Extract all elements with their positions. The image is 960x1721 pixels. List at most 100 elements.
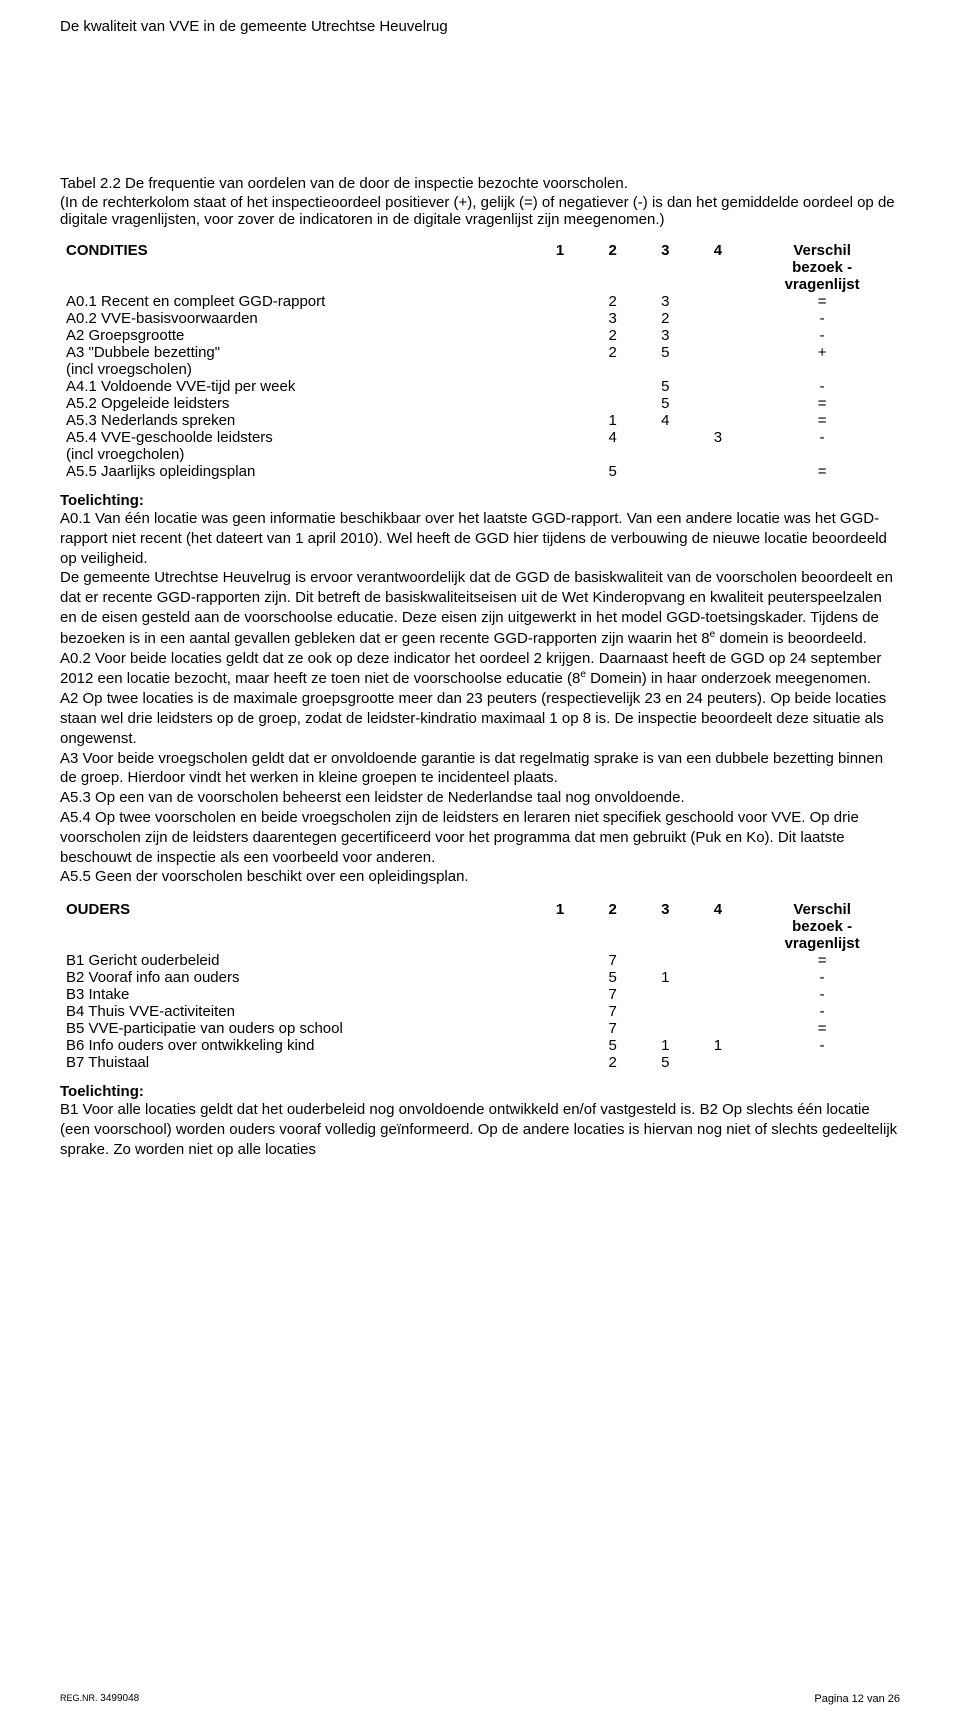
cell-verschil xyxy=(744,1054,900,1071)
col-verschil: Verschil bezoek - vragenlijst xyxy=(744,242,900,293)
row-label: B3 Intake xyxy=(60,986,534,1003)
table-row: B3 Intake7- xyxy=(60,986,900,1003)
cell-verschil: = xyxy=(744,412,900,429)
cell-verschil: - xyxy=(744,378,900,395)
cell-value: 2 xyxy=(586,293,639,310)
verschil-line1: Verschil xyxy=(793,901,851,918)
cell-value xyxy=(692,412,745,429)
table-row: B5 VVE-participatie van ouders op school… xyxy=(60,1020,900,1037)
col-1: 1 xyxy=(534,901,587,952)
cell-value: 2 xyxy=(586,1054,639,1071)
cell-value: 5 xyxy=(586,463,639,480)
cell-value: 2 xyxy=(639,310,692,327)
cell-value: 3 xyxy=(586,310,639,327)
cell-value: 5 xyxy=(586,1037,639,1054)
cell-value xyxy=(639,429,692,463)
cell-value xyxy=(586,378,639,395)
cell-verschil: = xyxy=(744,1020,900,1037)
cell-value: 5 xyxy=(586,969,639,986)
cell-value: 1 xyxy=(639,969,692,986)
cell-value xyxy=(692,395,745,412)
cell-value: 7 xyxy=(586,986,639,1003)
cell-value xyxy=(534,310,587,327)
row-label: B1 Gericht ouderbeleid xyxy=(60,952,534,969)
cell-value xyxy=(692,1054,745,1071)
verschil-line2: bezoek - xyxy=(792,259,852,276)
cell-value xyxy=(692,1003,745,1020)
cell-value: 7 xyxy=(586,1020,639,1037)
footer-regnr-num: 3499048 xyxy=(98,1693,140,1704)
cell-value xyxy=(639,986,692,1003)
table-ouders: OUDERS 1 2 3 4 Verschil bezoek - vragenl… xyxy=(60,901,900,1071)
cell-value xyxy=(534,1037,587,1054)
cell-value: 2 xyxy=(586,344,639,378)
row-label: A0.2 VVE-basisvoorwaarden xyxy=(60,310,534,327)
cell-verschil: - xyxy=(744,969,900,986)
cell-value xyxy=(692,986,745,1003)
cell-value xyxy=(692,1020,745,1037)
table-row: A5.3 Nederlands spreken14= xyxy=(60,412,900,429)
verschil-line2: bezoek - xyxy=(792,918,852,935)
cell-value: 7 xyxy=(586,952,639,969)
table-header-row: OUDERS 1 2 3 4 Verschil bezoek - vragenl… xyxy=(60,901,900,952)
footer-page-number: Pagina 12 van 26 xyxy=(814,1693,900,1705)
cell-verschil: = xyxy=(744,952,900,969)
cell-value xyxy=(692,327,745,344)
table-row: B1 Gericht ouderbeleid 7 = xyxy=(60,952,900,969)
cell-value: 5 xyxy=(639,378,692,395)
table-row: B6 Info ouders over ontwikkeling kind511… xyxy=(60,1037,900,1054)
cell-verschil: = xyxy=(744,395,900,412)
cell-value: 5 xyxy=(639,344,692,378)
row-label: A3 "Dubbele bezetting" (incl vroegschole… xyxy=(60,344,534,378)
cell-value xyxy=(692,463,745,480)
col-2: 2 xyxy=(586,901,639,952)
cell-value xyxy=(534,1054,587,1071)
table-caption: Tabel 2.2 De frequentie van oordelen van… xyxy=(60,175,900,192)
row-label: A2 Groepsgrootte xyxy=(60,327,534,344)
col-verschil: Verschil bezoek - vragenlijst xyxy=(744,901,900,952)
row-label: A4.1 Voldoende VVE-tijd per week xyxy=(60,378,534,395)
cell-value xyxy=(692,293,745,310)
document-page: De kwaliteit van VVE in de gemeente Utre… xyxy=(0,0,960,1721)
cell-value xyxy=(534,395,587,412)
footer-regnr-prefix: REG.NR. xyxy=(60,1693,98,1703)
cell-value xyxy=(534,327,587,344)
cell-verschil: = xyxy=(744,463,900,480)
cell-verschil: + xyxy=(744,344,900,378)
cell-value xyxy=(534,293,587,310)
cell-verschil: - xyxy=(744,429,900,463)
cell-value xyxy=(692,310,745,327)
cell-value xyxy=(534,463,587,480)
cell-value: 1 xyxy=(692,1037,745,1054)
footer-regnr: REG.NR. 3499048 xyxy=(60,1693,139,1705)
cell-value xyxy=(534,344,587,378)
table-row: B4 Thuis VVE-activiteiten7- xyxy=(60,1003,900,1020)
row-label: B7 Thuistaal xyxy=(60,1054,534,1071)
row-label: A5.3 Nederlands spreken xyxy=(60,412,534,429)
cell-value xyxy=(534,378,587,395)
col-4: 4 xyxy=(692,242,745,293)
row-label: B4 Thuis VVE-activiteiten xyxy=(60,1003,534,1020)
cell-verschil: - xyxy=(744,310,900,327)
table-condities: CONDITIES 1 2 3 4 Verschil bezoek - vrag… xyxy=(60,242,900,480)
cell-value xyxy=(639,463,692,480)
table-row: A0.1 Recent en compleet GGD-rapport23= xyxy=(60,293,900,310)
table-row: A0.2 VVE-basisvoorwaarden 32 - xyxy=(60,310,900,327)
cell-value: 7 xyxy=(586,1003,639,1020)
col-3: 3 xyxy=(639,901,692,952)
col-4: 4 xyxy=(692,901,745,952)
cell-verschil: - xyxy=(744,1037,900,1054)
table-header-row: CONDITIES 1 2 3 4 Verschil bezoek - vrag… xyxy=(60,242,900,293)
table-row: A5.5 Jaarlijks opleidingsplan5= xyxy=(60,463,900,480)
row-label: A5.2 Opgeleide leidsters xyxy=(60,395,534,412)
toelichting-text-2: B1 Voor alle locaties geldt dat het oude… xyxy=(60,1100,900,1159)
cell-value: 3 xyxy=(639,327,692,344)
verschil-line3: vragenlijst xyxy=(785,276,860,293)
cell-value: 4 xyxy=(639,412,692,429)
cell-value xyxy=(534,986,587,1003)
row-label: A5.4 VVE-geschoolde leidsters (incl vroe… xyxy=(60,429,534,463)
col-heading-ouders: OUDERS xyxy=(60,901,534,952)
cell-verschil: = xyxy=(744,293,900,310)
toelichting-heading-2: Toelichting: xyxy=(60,1083,900,1100)
table-row: B7 Thuistaal25 xyxy=(60,1054,900,1071)
